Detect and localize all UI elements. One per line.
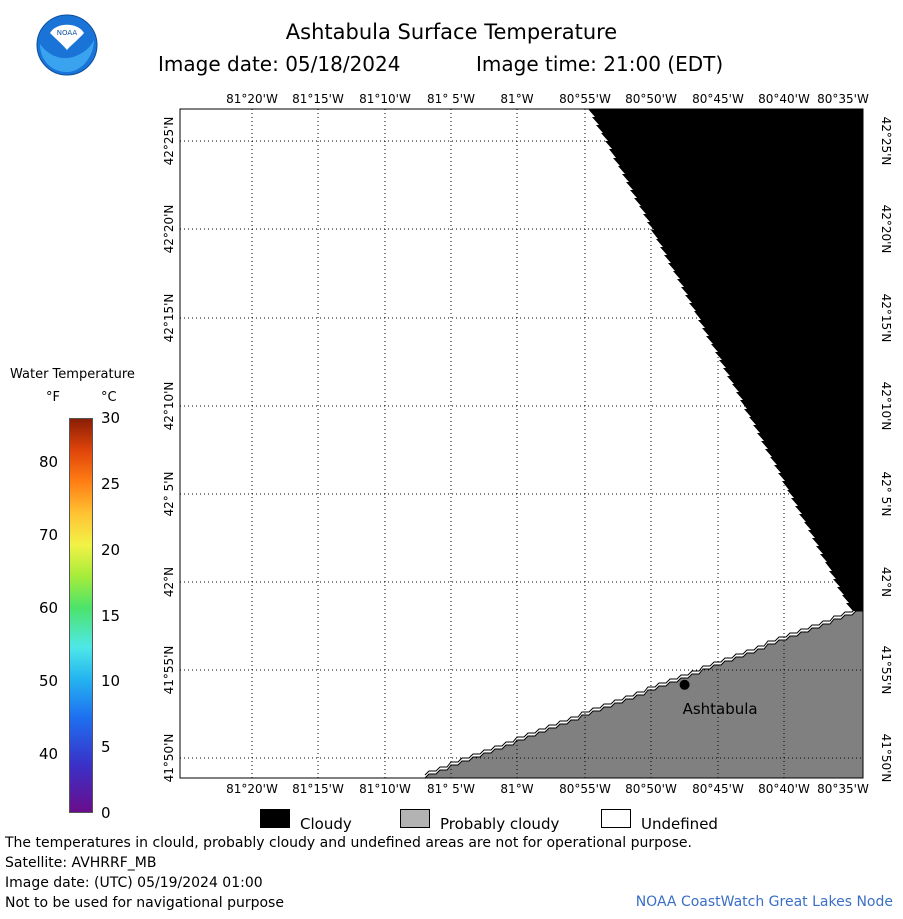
lat-tick-label: 42°N: [162, 567, 176, 597]
image-date: Image date: 05/18/2024: [158, 52, 401, 76]
lon-tick-label: 81° 5'W: [427, 92, 475, 106]
image-time: Image time: 21:00 (EDT): [476, 52, 724, 76]
celsius-tick: 15: [101, 606, 121, 625]
lon-tick-label: 80°35'W: [817, 92, 869, 106]
city-marker: [679, 679, 690, 690]
lon-tick-label: 80°45'W: [692, 92, 744, 106]
lat-tick-label: 41°55'N: [162, 646, 176, 695]
satellite-info: Satellite: AVHRRF_MB: [5, 855, 157, 871]
lon-tick-label: 81°10'W: [359, 782, 411, 796]
lat-tick-label: 42°15'N: [162, 294, 176, 343]
lon-tick-label: 81°20'W: [226, 92, 278, 106]
lat-tick-label: 42°N: [879, 567, 893, 597]
lon-tick-label: 80°45'W: [692, 782, 744, 796]
celsius-tick: 20: [101, 540, 121, 559]
lon-tick-label: 81°W: [500, 92, 533, 106]
lat-tick-label: 41°50'N: [162, 734, 176, 783]
utc-date: Image date: (UTC) 05/19/2024 01:00: [5, 875, 263, 891]
cloudy-label: Cloudy: [300, 815, 352, 833]
lon-tick-label: 80°50'W: [625, 92, 677, 106]
lon-tick-label: 81°20'W: [226, 782, 278, 796]
noaa-logo: NOAA: [36, 14, 98, 76]
lat-tick-label: 42° 5'N: [879, 472, 893, 517]
celsius-tick: 10: [101, 672, 121, 691]
city-label: Ashtabula: [683, 700, 758, 718]
temperature-colorbar: [69, 418, 93, 813]
lat-tick-label: 42°15'N: [879, 294, 893, 343]
lat-tick-label: 42°10'N: [879, 382, 893, 431]
lon-tick-label: 80°40'W: [758, 92, 810, 106]
lon-tick-label: 80°55'W: [559, 92, 611, 106]
unit-fahrenheit: °F: [46, 390, 60, 405]
lon-tick-label: 81°10'W: [359, 92, 411, 106]
celsius-tick: 25: [101, 474, 121, 493]
map-frame: [179, 108, 864, 779]
probably-cloudy-area: [423, 610, 864, 779]
lat-tick-label: 41°50'N: [879, 734, 893, 783]
celsius-tick: 30: [101, 409, 121, 427]
lon-tick-label: 81°15'W: [292, 782, 344, 796]
celsius-tick: 0: [101, 804, 111, 822]
celsius-tick: 5: [101, 738, 111, 757]
lon-tick-label: 80°35'W: [817, 782, 869, 796]
fahrenheit-tick: 40: [39, 745, 59, 764]
fahrenheit-tick: 50: [39, 672, 59, 691]
lat-tick-label: 42°25'N: [162, 117, 176, 166]
lat-tick-label: 42°10'N: [162, 382, 176, 431]
unit-celsius: °C: [101, 390, 117, 405]
fahrenheit-tick: 60: [39, 599, 59, 618]
probably-cloudy-swatch: [400, 809, 430, 828]
noaa-logo-text: NOAA: [57, 29, 78, 37]
shoreline: [424, 607, 863, 776]
lon-tick-label: 81°W: [500, 782, 533, 796]
lon-tick-label: 81° 5'W: [427, 782, 475, 796]
undefined-swatch: [601, 809, 631, 828]
cloudy-swatch: [260, 809, 290, 828]
cloudy-area: [588, 109, 863, 611]
legend-title: Water Temperature: [10, 367, 135, 382]
lon-tick-label: 80°50'W: [625, 782, 677, 796]
lon-tick-label: 81°15'W: [292, 92, 344, 106]
operational-note: The temperatures in clould, probably clo…: [5, 835, 692, 851]
lon-tick-label: 80°40'W: [758, 782, 810, 796]
fahrenheit-tick: 70: [39, 526, 59, 545]
fahrenheit-tick: 80: [39, 452, 59, 471]
credit-link[interactable]: NOAA CoastWatch Great Lakes Node: [635, 894, 893, 910]
lon-tick-label: 80°55'W: [559, 782, 611, 796]
lat-tick-label: 42°20'N: [879, 205, 893, 254]
lat-tick-label: 42°25'N: [879, 117, 893, 166]
navigation-warning: Not to be used for navigational purpose: [5, 895, 284, 911]
lat-tick-label: 42° 5'N: [162, 472, 176, 517]
lat-tick-label: 41°55'N: [879, 646, 893, 695]
probably-cloudy-label: Probably cloudy: [440, 815, 560, 833]
lat-tick-label: 42°20'N: [162, 205, 176, 254]
undefined-label: Undefined: [641, 815, 718, 833]
map-title: Ashtabula Surface Temperature: [285, 20, 618, 44]
